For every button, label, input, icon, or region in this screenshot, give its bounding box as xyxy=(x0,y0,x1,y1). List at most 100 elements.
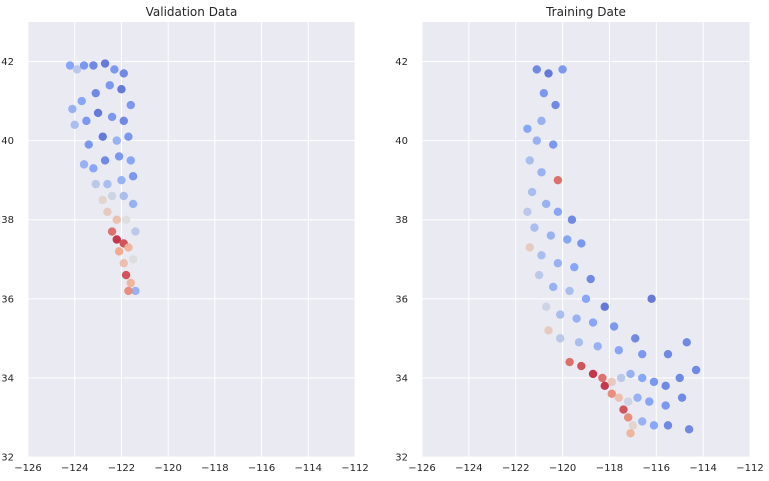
data-point xyxy=(126,100,135,110)
x-tick-label: −126 xyxy=(14,463,41,474)
data-point xyxy=(647,294,656,304)
data-point xyxy=(623,397,633,406)
data-point xyxy=(525,156,534,165)
data-point xyxy=(614,346,623,355)
data-point xyxy=(100,156,110,165)
data-point xyxy=(525,243,534,252)
data-point xyxy=(534,270,544,280)
data-point xyxy=(72,65,82,74)
data-point xyxy=(600,381,609,391)
data-point xyxy=(527,187,537,197)
data-point xyxy=(623,413,633,422)
data-point xyxy=(645,397,654,406)
data-point xyxy=(79,61,89,70)
data-point xyxy=(89,61,98,70)
data-point xyxy=(586,274,595,284)
data-point xyxy=(677,393,687,402)
data-point xyxy=(98,195,107,205)
data-point xyxy=(638,417,647,426)
x-tick-label: −116 xyxy=(643,463,670,474)
data-point xyxy=(598,373,607,383)
plot-area xyxy=(28,22,355,457)
data-point xyxy=(661,381,670,391)
data-point xyxy=(553,259,563,268)
plot-area xyxy=(422,22,750,457)
x-tick-label: −112 xyxy=(341,463,368,474)
data-point xyxy=(70,120,79,130)
data-point xyxy=(638,349,647,359)
data-point xyxy=(619,405,628,414)
data-point xyxy=(110,65,119,74)
data-point xyxy=(89,164,98,173)
data-point xyxy=(103,179,112,189)
x-tick-label: −112 xyxy=(736,463,763,474)
data-point xyxy=(124,132,133,141)
data-point xyxy=(549,140,558,149)
data-point xyxy=(100,59,110,68)
x-tick-label: −114 xyxy=(689,463,716,474)
data-point xyxy=(649,377,659,387)
data-point xyxy=(98,132,107,141)
data-point xyxy=(119,191,128,201)
data-point xyxy=(663,349,673,359)
y-tick-label: 34 xyxy=(1,373,14,384)
x-tick-label: −120 xyxy=(549,463,576,474)
data-point xyxy=(131,286,140,296)
tick-labels: −126 −124 −122 −120 −118 −116 −114 −112 32 34 36 38… xyxy=(395,57,763,474)
data-point xyxy=(553,207,563,217)
data-point xyxy=(537,251,546,260)
data-point xyxy=(556,310,565,319)
x-tick-label: −118 xyxy=(596,463,623,474)
chart-title: Validation Data xyxy=(146,5,238,19)
data-point xyxy=(631,334,640,343)
data-point xyxy=(563,235,572,244)
data-point xyxy=(537,116,546,126)
data-point xyxy=(537,168,546,177)
data-point xyxy=(523,124,532,133)
y-tick-label: 38 xyxy=(395,215,408,226)
data-point xyxy=(121,215,131,224)
data-point xyxy=(128,199,138,209)
validation-panel: −126 −124 −122 −120 −118 −116 −114 −112 32 34 36 38… xyxy=(1,5,368,474)
y-tick-label: 38 xyxy=(1,215,14,226)
data-point xyxy=(565,286,574,296)
data-point xyxy=(544,326,553,335)
data-point xyxy=(119,69,128,78)
data-point xyxy=(558,65,567,74)
data-point xyxy=(126,156,135,165)
data-point xyxy=(126,278,135,288)
data-point xyxy=(553,175,563,185)
data-point xyxy=(546,231,556,240)
data-point xyxy=(549,282,558,292)
data-point xyxy=(532,136,541,145)
data-point xyxy=(91,88,100,98)
data-point xyxy=(565,357,574,367)
data-point xyxy=(114,247,124,256)
tick-labels: −126 −124 −122 −120 −118 −116 −114 −112 32 34 36 38… xyxy=(1,57,368,474)
y-tick-label: 36 xyxy=(1,294,14,305)
y-tick-label: 32 xyxy=(395,453,408,464)
data-point xyxy=(68,104,77,114)
data-point xyxy=(577,239,586,248)
data-point xyxy=(107,191,117,201)
data-point xyxy=(532,65,541,74)
x-tick-label: −124 xyxy=(61,463,88,474)
data-point xyxy=(105,81,114,90)
data-point xyxy=(551,100,560,110)
data-point xyxy=(77,96,86,106)
data-point xyxy=(107,227,117,236)
data-point xyxy=(570,262,579,272)
data-point xyxy=(649,421,659,430)
data-point xyxy=(628,421,638,430)
data-point xyxy=(588,318,598,327)
data-point xyxy=(577,361,586,371)
x-tick-label: −114 xyxy=(295,463,322,474)
data-point xyxy=(84,140,93,149)
data-point xyxy=(607,377,616,387)
x-tick-label: −122 xyxy=(502,463,529,474)
data-point xyxy=(107,112,117,122)
data-point xyxy=(103,207,112,217)
data-point xyxy=(65,61,75,70)
data-point xyxy=(82,116,91,126)
y-tick-label: 34 xyxy=(395,373,408,384)
